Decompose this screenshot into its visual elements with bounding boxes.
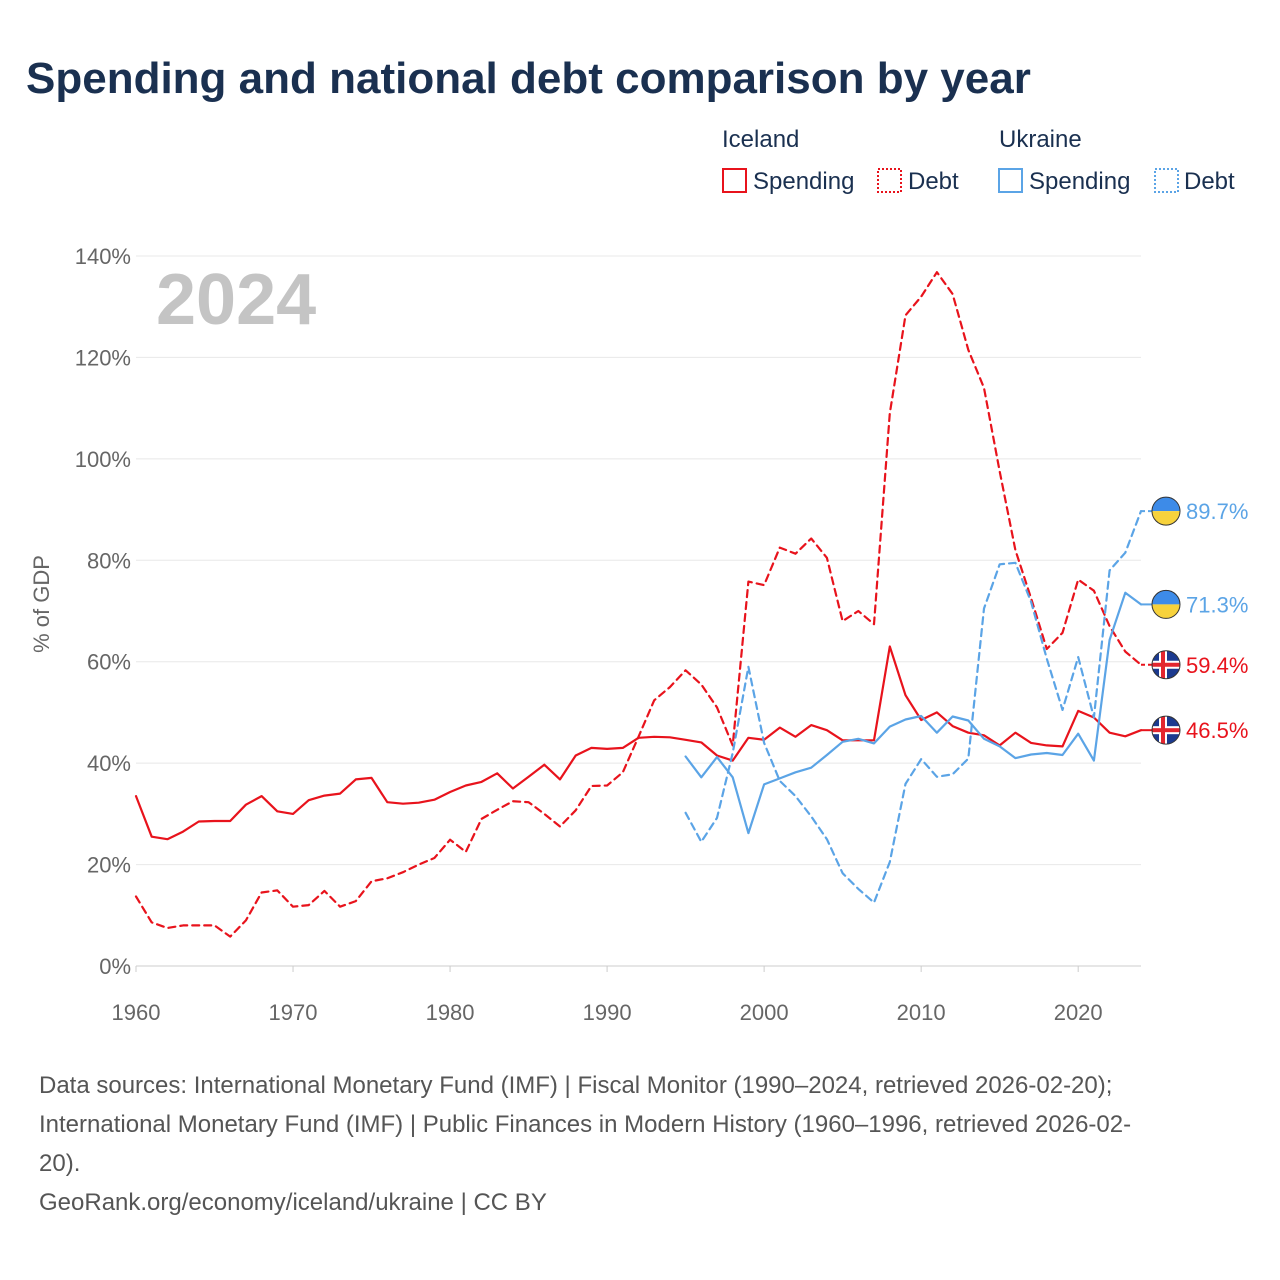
chart-title: Spending and national debt comparison by… — [26, 54, 1031, 103]
footer: Data sources: International Monetary Fun… — [39, 1072, 1131, 1216]
x-tick-label: 1970 — [269, 1000, 318, 1025]
legend-label-iceland-debt: Debt — [908, 168, 959, 195]
legend-group-ukraine: Ukraine — [999, 126, 1082, 153]
legend-label-ukraine-spending: Spending — [1029, 168, 1130, 195]
y-tick-label: 100% — [75, 447, 131, 472]
iceland-flag-icon — [1151, 650, 1181, 680]
y-tick-label: 140% — [75, 244, 131, 269]
source-line-1: Data sources: International Monetary Fun… — [39, 1072, 1112, 1099]
y-tick-label: 120% — [75, 345, 131, 370]
legend-swatch-ukraine-debt — [1154, 168, 1179, 193]
series-line-ukraine-debt — [684, 510, 1143, 904]
x-tick-label: 1960 — [112, 1000, 161, 1025]
axes: 0% 20% 40% 60% 80% 100% 120% 140% 1960 1970 1980 19… — [75, 244, 1103, 1025]
y-tick-label: 40% — [87, 751, 131, 776]
end-value-label: 71.3% — [1186, 592, 1248, 617]
source-url-line[interactable]: GeoRank.org/economy/iceland/ukraine | CC… — [39, 1189, 547, 1216]
x-tick-label: 1980 — [426, 1000, 475, 1025]
ukraine-flag-icon — [1151, 589, 1181, 619]
legend: Iceland Spending Debt Ukraine Spending D… — [722, 126, 1235, 195]
x-tick-label: 2010 — [897, 1000, 946, 1025]
source-line-3: 20). — [39, 1150, 80, 1177]
legend-label-iceland-spending: Spending — [753, 168, 854, 195]
end-labels: 46.5% 59.4% 71.3% 89.7% — [1141, 496, 1248, 745]
source-line-2: International Monetary Fund (IMF) | Publ… — [39, 1111, 1131, 1138]
legend-group-iceland: Iceland — [722, 126, 799, 153]
end-value-label: 89.7% — [1186, 499, 1248, 524]
ukraine-flag-icon — [1151, 496, 1181, 526]
y-tick-label: 60% — [87, 650, 131, 675]
iceland-flag-icon — [1151, 715, 1181, 745]
year-watermark: 2024 — [156, 260, 316, 340]
x-tick-label: 2020 — [1054, 1000, 1103, 1025]
y-tick-label: 20% — [87, 853, 131, 878]
y-tick-label: 80% — [87, 548, 131, 573]
series-lines — [134, 271, 1143, 938]
legend-swatch-iceland-debt — [877, 168, 902, 193]
legend-swatch-ukraine-spending — [998, 168, 1023, 193]
series-line-iceland-debt — [134, 271, 1143, 938]
x-tick-label: 1990 — [583, 1000, 632, 1025]
gridlines — [136, 255, 1141, 967]
legend-swatch-iceland-spending — [722, 168, 747, 193]
x-tick-label: 2000 — [740, 1000, 789, 1025]
legend-label-ukraine-debt: Debt — [1184, 168, 1235, 195]
end-value-label: 46.5% — [1186, 718, 1248, 743]
y-axis-label: % of GDP — [29, 555, 54, 653]
end-value-label: 59.4% — [1186, 653, 1248, 678]
y-tick-label: 0% — [99, 954, 131, 979]
series-line-ukraine-spending — [684, 591, 1143, 835]
